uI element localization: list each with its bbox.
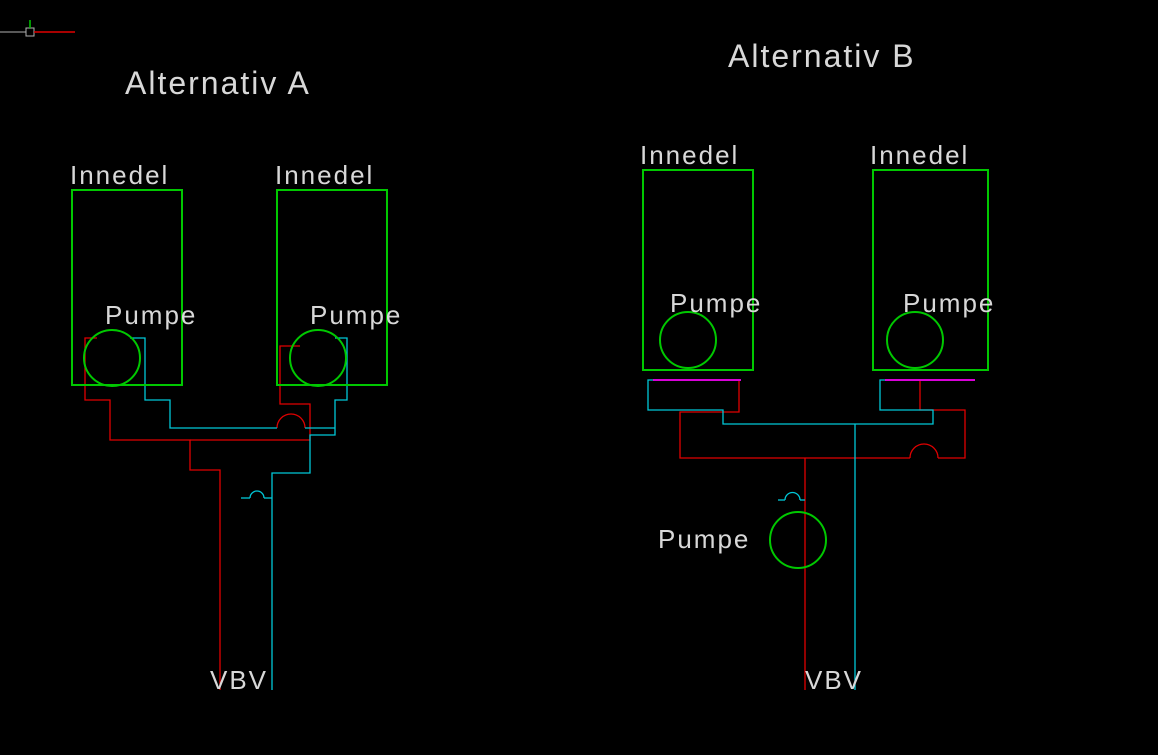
altB-innedel2-box <box>873 170 988 370</box>
altA-pumpe1-label: Pumpe <box>105 300 197 331</box>
altA-innedel1-label: Innedel <box>70 160 169 191</box>
altB-pumpe2-label: Pumpe <box>903 288 995 319</box>
altA-innedel1-box <box>72 190 182 385</box>
altB-pumpe2-circle <box>887 312 943 368</box>
altB-pumpe3-circle <box>770 512 826 568</box>
altA-red-pipes <box>85 338 310 690</box>
cad-canvas <box>0 0 1158 755</box>
altB-pumpe3-label: Pumpe <box>658 524 750 555</box>
altA-innedel2-label: Innedel <box>275 160 374 191</box>
altB-pumpe1-circle <box>660 312 716 368</box>
altB-vbv-label: VBV <box>805 665 863 696</box>
altA-cyan-pipes <box>130 338 347 690</box>
altA-pumpe1-circle <box>84 330 140 386</box>
altB-pumpe1-label: Pumpe <box>670 288 762 319</box>
altA-title: Alternativ A <box>125 65 311 102</box>
altA-pumpe2-circle <box>290 330 346 386</box>
altA-innedel2-box <box>277 190 387 385</box>
altB-innedel1-label: Innedel <box>640 140 739 171</box>
altB-title: Alternativ B <box>728 38 916 75</box>
altA-pumpe2-label: Pumpe <box>310 300 402 331</box>
altB-innedel2-label: Innedel <box>870 140 969 171</box>
ucs-icon <box>0 20 75 36</box>
altA-vbv-label: VBV <box>210 665 268 696</box>
